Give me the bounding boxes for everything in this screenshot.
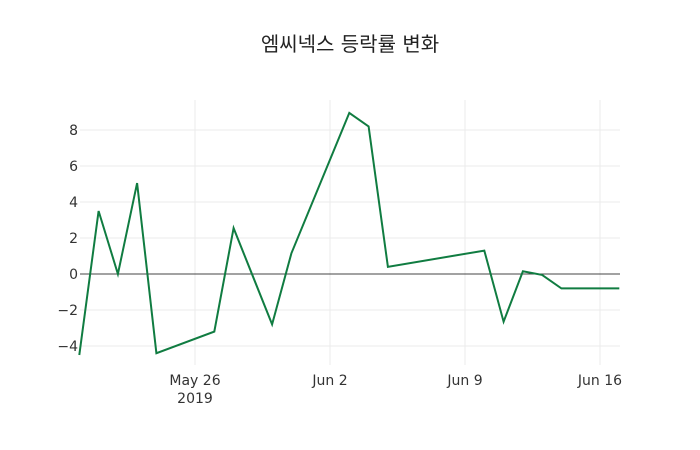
svg-text:−4: −4 — [57, 339, 78, 355]
svg-text:0: 0 — [69, 267, 78, 283]
svg-text:−2: −2 — [57, 303, 78, 319]
y-axis-ticks: −4 −2 0 2 4 6 8 — [57, 123, 78, 355]
svg-text:8: 8 — [69, 123, 78, 139]
grid-lines — [80, 100, 620, 365]
svg-text:Jun 16: Jun 16 — [577, 373, 622, 389]
svg-text:6: 6 — [69, 159, 78, 175]
chart-title: 엠씨넥스 등락률 변화 — [260, 32, 440, 56]
svg-text:2019: 2019 — [177, 391, 213, 407]
svg-text:2: 2 — [69, 231, 78, 247]
svg-text:Jun 2: Jun 2 — [311, 373, 347, 389]
x-axis-ticks: May 26 2019 Jun 2 Jun 9 Jun 16 — [169, 373, 622, 407]
series-line — [78, 111, 620, 356]
svg-text:4: 4 — [69, 195, 78, 211]
svg-text:May 26: May 26 — [169, 373, 220, 389]
svg-text:Jun 9: Jun 9 — [446, 373, 482, 389]
